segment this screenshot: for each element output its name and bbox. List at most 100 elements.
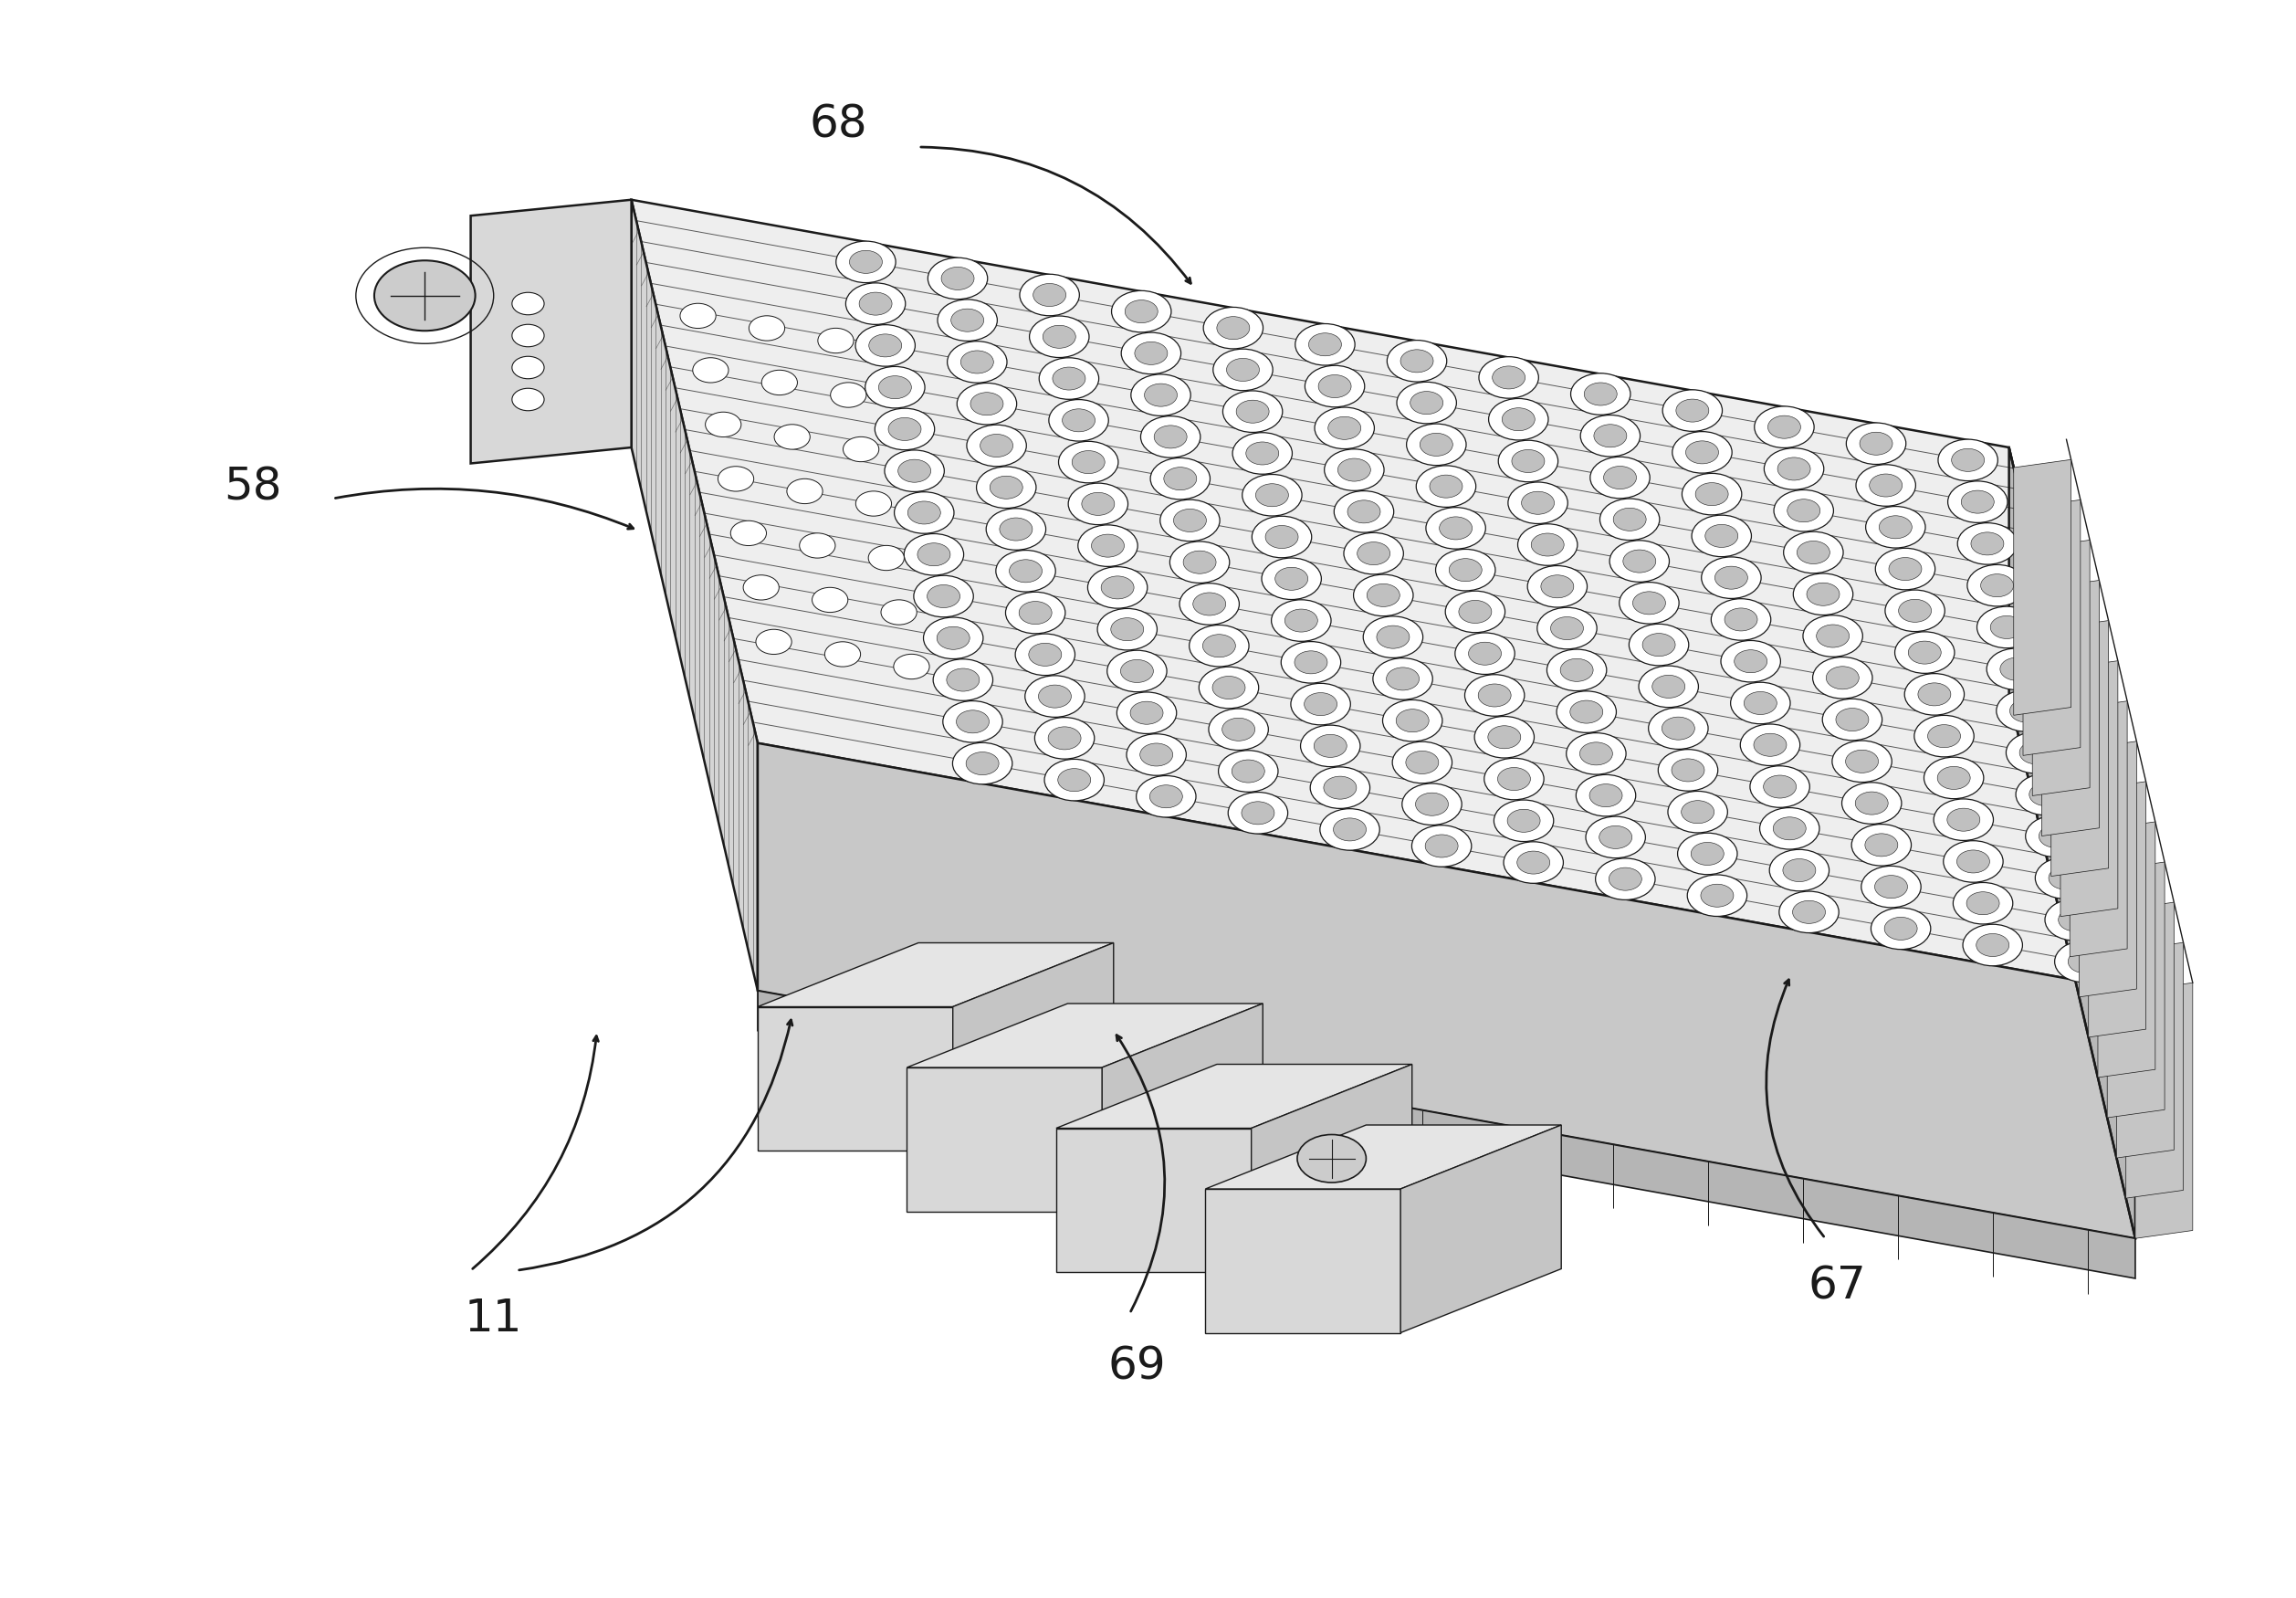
Circle shape xyxy=(856,324,916,366)
Circle shape xyxy=(817,328,854,353)
Circle shape xyxy=(1894,631,1954,673)
Circle shape xyxy=(1731,682,1791,724)
Circle shape xyxy=(1899,599,1931,622)
Circle shape xyxy=(1159,500,1219,542)
Circle shape xyxy=(1019,601,1052,625)
Circle shape xyxy=(1991,615,2023,639)
Circle shape xyxy=(1164,467,1196,491)
Circle shape xyxy=(1963,924,2023,965)
Circle shape xyxy=(1593,425,1626,447)
Circle shape xyxy=(2025,815,2085,857)
Circle shape xyxy=(1364,617,1424,658)
Circle shape xyxy=(1609,540,1669,582)
Circle shape xyxy=(1125,300,1157,323)
Circle shape xyxy=(1483,757,1543,799)
Circle shape xyxy=(2048,866,2082,890)
Circle shape xyxy=(1458,601,1492,623)
Circle shape xyxy=(1295,324,1355,366)
Circle shape xyxy=(879,376,912,400)
Circle shape xyxy=(1169,542,1231,583)
Circle shape xyxy=(1968,892,2000,914)
Circle shape xyxy=(1522,492,1554,515)
Circle shape xyxy=(1837,708,1869,730)
Circle shape xyxy=(923,617,983,658)
Circle shape xyxy=(1642,633,1676,657)
Circle shape xyxy=(928,257,987,299)
Circle shape xyxy=(1456,633,1515,674)
Circle shape xyxy=(1182,551,1217,574)
Circle shape xyxy=(1265,526,1297,548)
Circle shape xyxy=(971,393,1003,415)
Circle shape xyxy=(1667,791,1727,833)
Circle shape xyxy=(1885,590,1945,631)
Circle shape xyxy=(1127,733,1187,775)
Circle shape xyxy=(1942,841,2002,882)
Circle shape xyxy=(895,492,955,534)
Circle shape xyxy=(1600,826,1632,849)
Circle shape xyxy=(1058,769,1091,791)
Circle shape xyxy=(1676,400,1708,422)
Circle shape xyxy=(1511,449,1545,473)
Circle shape xyxy=(1272,599,1332,641)
Circle shape xyxy=(875,409,934,451)
Circle shape xyxy=(1173,510,1205,532)
Circle shape xyxy=(884,451,944,492)
Circle shape xyxy=(1658,749,1717,791)
Circle shape xyxy=(1683,473,1743,515)
Circle shape xyxy=(957,384,1017,425)
Circle shape xyxy=(967,753,999,775)
Circle shape xyxy=(1548,649,1607,690)
Circle shape xyxy=(1977,933,2009,957)
Circle shape xyxy=(1603,467,1637,489)
Circle shape xyxy=(1662,718,1694,740)
Circle shape xyxy=(1570,700,1603,724)
Circle shape xyxy=(1855,791,1887,815)
Circle shape xyxy=(1378,626,1410,649)
Circle shape xyxy=(1924,757,1984,799)
Circle shape xyxy=(1871,908,1931,949)
Circle shape xyxy=(813,588,847,612)
Circle shape xyxy=(1614,508,1646,531)
Circle shape xyxy=(866,366,925,407)
Circle shape xyxy=(1933,799,1993,841)
Circle shape xyxy=(1662,390,1722,431)
Circle shape xyxy=(1632,591,1665,614)
Circle shape xyxy=(1426,508,1486,550)
Circle shape xyxy=(1779,892,1839,933)
Circle shape xyxy=(1217,316,1249,339)
Polygon shape xyxy=(2080,741,2138,997)
Circle shape xyxy=(957,710,990,733)
Polygon shape xyxy=(2099,821,2156,1077)
Circle shape xyxy=(1867,507,1926,548)
Circle shape xyxy=(1566,733,1626,775)
Circle shape xyxy=(1006,591,1065,633)
Circle shape xyxy=(1189,625,1249,666)
Polygon shape xyxy=(2009,447,2135,1238)
Circle shape xyxy=(1228,793,1288,834)
Circle shape xyxy=(1802,615,1862,657)
Circle shape xyxy=(1242,802,1274,825)
Circle shape xyxy=(1412,825,1472,866)
Circle shape xyxy=(1132,374,1192,415)
Circle shape xyxy=(1199,666,1258,708)
Circle shape xyxy=(1233,759,1265,783)
Circle shape xyxy=(1097,609,1157,650)
Circle shape xyxy=(1915,716,1975,757)
Circle shape xyxy=(1499,441,1559,483)
Circle shape xyxy=(1784,532,1844,574)
Circle shape xyxy=(999,518,1033,540)
Circle shape xyxy=(1580,415,1639,457)
Circle shape xyxy=(2055,941,2115,983)
Circle shape xyxy=(1387,668,1419,690)
Circle shape xyxy=(1825,666,1860,689)
Circle shape xyxy=(1391,741,1451,783)
Circle shape xyxy=(882,599,916,625)
Circle shape xyxy=(1035,718,1095,759)
Circle shape xyxy=(1318,376,1350,398)
Circle shape xyxy=(1137,775,1196,817)
Polygon shape xyxy=(758,943,1114,1007)
Circle shape xyxy=(1407,423,1467,465)
Circle shape xyxy=(705,412,742,436)
Circle shape xyxy=(1653,676,1685,698)
Circle shape xyxy=(1649,708,1708,749)
